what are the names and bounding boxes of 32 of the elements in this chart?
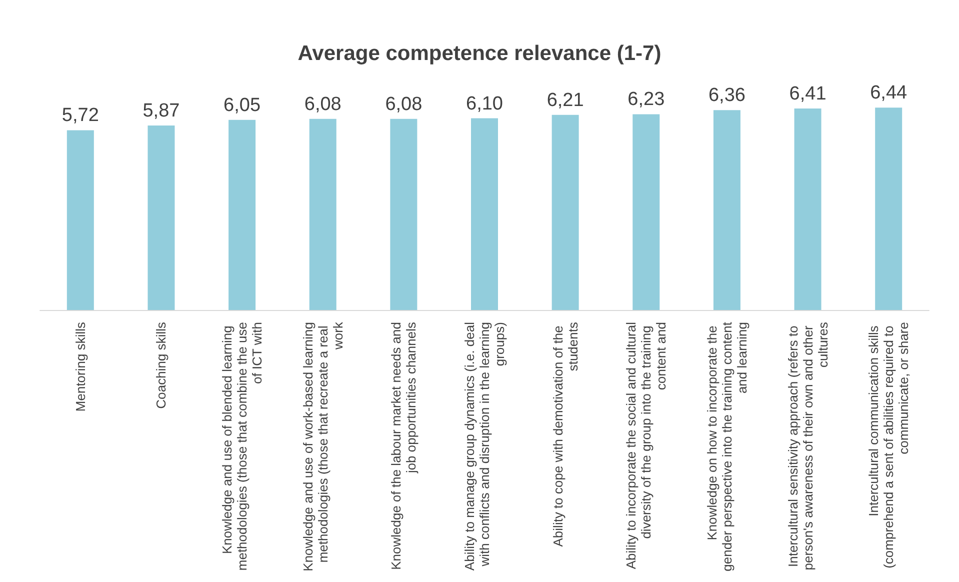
bar [228, 120, 256, 310]
x-tick-label: Knowledge and use of blended learning methodologies (those that combine the use of ICT with [220, 322, 265, 571]
x-tick-label: Intercultural sensitivity approach (refers to person's awareness of their own and other cultures [785, 322, 830, 570]
x-tick-label: Ability to cope with demotivation of the students [550, 322, 580, 547]
data-label: 6,44 [870, 82, 908, 104]
x-tick-label: Coaching skills [154, 322, 169, 409]
bar [66, 130, 94, 310]
data-label: 5,87 [142, 100, 180, 122]
bar [875, 108, 902, 310]
chart-title: Average competence relevance (1-7) [298, 42, 662, 65]
data-label: 6,08 [304, 94, 342, 115]
bar [390, 118, 418, 310]
data-label: 6,23 [628, 89, 665, 110]
data-label: 6,21 [546, 90, 584, 111]
bar [471, 118, 498, 310]
bar [632, 114, 660, 310]
data-label: 6,36 [708, 85, 746, 106]
x-tick-label: Intercultural communication skills (comprehend a sent of abilities required to communicate, or share [866, 322, 912, 568]
data-label: 6,08 [385, 94, 422, 115]
x-tick-label: Ability to manage group dynamics (i.e. deal with conflicts and disruption in the learning groups) [462, 322, 507, 571]
data-label: 6,41 [789, 84, 826, 105]
data-label: 6,10 [466, 93, 503, 114]
x-tick-label: Knowledge and use of work-based learning methodologies (those that recreate a real work [300, 322, 346, 572]
x-tick-label: Mentoring skills [72, 322, 88, 412]
bar [713, 110, 740, 310]
x-tick-label: Ability to incorporate the social and cultural diversity of the group into the training content and [624, 322, 669, 570]
data-label: 6,05 [224, 94, 261, 116]
bar [794, 108, 822, 310]
bar [309, 118, 336, 310]
bar [552, 114, 579, 310]
bar [148, 126, 175, 310]
data-label: 5,72 [62, 105, 99, 126]
